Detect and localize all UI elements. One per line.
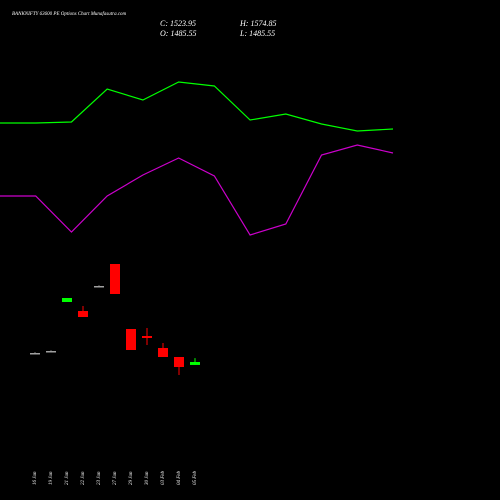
candle-body (46, 351, 56, 353)
candle-body (62, 298, 72, 302)
candle-body (142, 336, 152, 338)
candle-body (94, 286, 104, 288)
ohlc-label: C: 1523.95 (160, 19, 196, 28)
chart-title: BANKNIFTY 63600 PE Options Chart Munafas… (12, 12, 127, 17)
candle-body (126, 329, 136, 350)
x-tick-label: 30 Jan (145, 471, 150, 485)
x-tick-label: 29 Jan (129, 471, 134, 485)
x-tick-label: 27 Jan (113, 471, 118, 485)
x-tick-label: 21 Jan (65, 471, 70, 485)
indicator-line (0, 144, 394, 236)
ohlc-label: H: 1574.85 (239, 19, 276, 28)
candle-body (190, 362, 200, 365)
x-tick-label: 19 Jan (49, 471, 54, 485)
candle-body (30, 353, 40, 355)
x-tick-label: 22 Jan (81, 471, 86, 485)
indicator-line (0, 81, 394, 132)
candle-body (110, 264, 120, 294)
candle-body (78, 311, 88, 317)
x-tick-label: 05 Feb (193, 470, 198, 485)
ohlc-label: O: 1485.55 (160, 29, 196, 38)
ohlc-label: L: 1485.55 (239, 29, 275, 38)
candle-body (174, 357, 184, 367)
x-tick-label: 04 Feb (177, 470, 182, 485)
x-tick-label: 03 Feb (161, 470, 166, 485)
x-tick-label: 16 Jan (33, 471, 38, 485)
candle-body (158, 348, 168, 357)
x-tick-label: 23 Jan (97, 471, 102, 485)
